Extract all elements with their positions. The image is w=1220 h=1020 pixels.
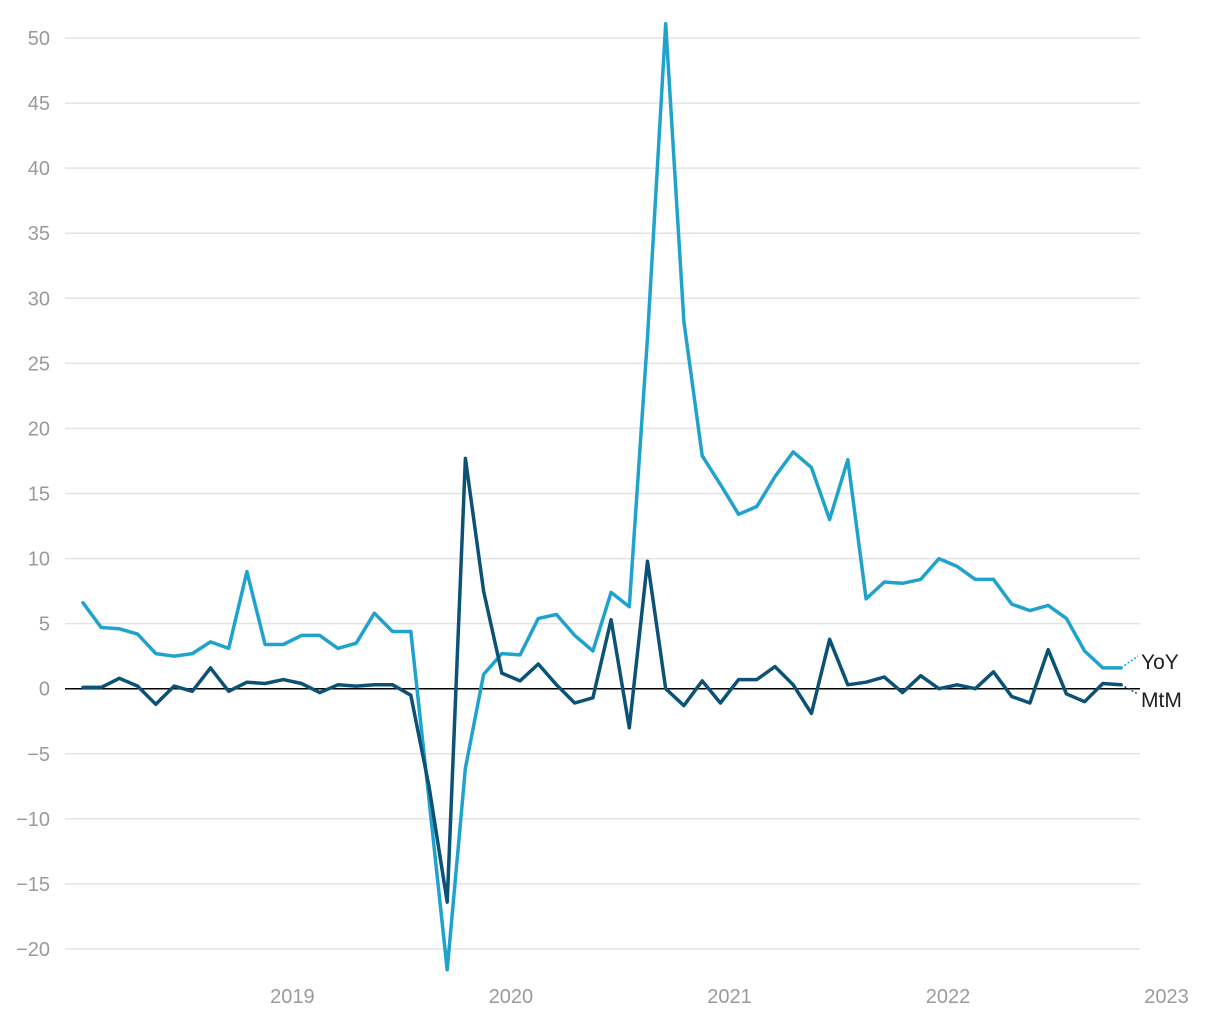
series-label-yoy: YoY	[1141, 651, 1179, 674]
x-tick-label: 2021	[707, 986, 752, 1008]
series-lines	[81, 21, 1123, 972]
series-label-mtm: MtM	[1141, 689, 1182, 712]
y-tick-label: 15	[28, 484, 50, 506]
y-tick-label: −10	[16, 809, 50, 831]
series-labels: YoY MtM	[1120, 651, 1182, 712]
y-tick-label: 25	[28, 353, 50, 375]
y-tick-label: 35	[28, 223, 50, 245]
series-line-mtm	[81, 456, 1123, 904]
series-label-connector	[1120, 655, 1139, 669]
y-tick-label: 50	[28, 28, 50, 50]
y-tick-label: 45	[28, 93, 50, 115]
y-tick-label: −15	[16, 874, 50, 896]
series-line-yoy	[81, 21, 1123, 972]
x-tick-label: 2019	[270, 986, 315, 1008]
y-tick-label: −5	[27, 744, 50, 766]
y-tick-label: 5	[39, 614, 50, 636]
x-axis-ticks: 2019 2020 2021 2022 2023	[270, 986, 1189, 1008]
y-tick-label: 30	[28, 288, 50, 310]
y-tick-label: 10	[28, 549, 50, 571]
grid-lines	[65, 37, 1140, 950]
y-tick-label: 20	[28, 418, 50, 440]
series-label-connector	[1120, 684, 1139, 695]
x-tick-label: 2022	[926, 986, 971, 1008]
x-tick-label: 2020	[489, 986, 534, 1008]
y-tick-label: 0	[39, 679, 50, 701]
x-tick-label: 2023	[1144, 986, 1189, 1008]
y-tick-label: 40	[28, 158, 50, 180]
y-tick-label: −20	[16, 939, 50, 961]
